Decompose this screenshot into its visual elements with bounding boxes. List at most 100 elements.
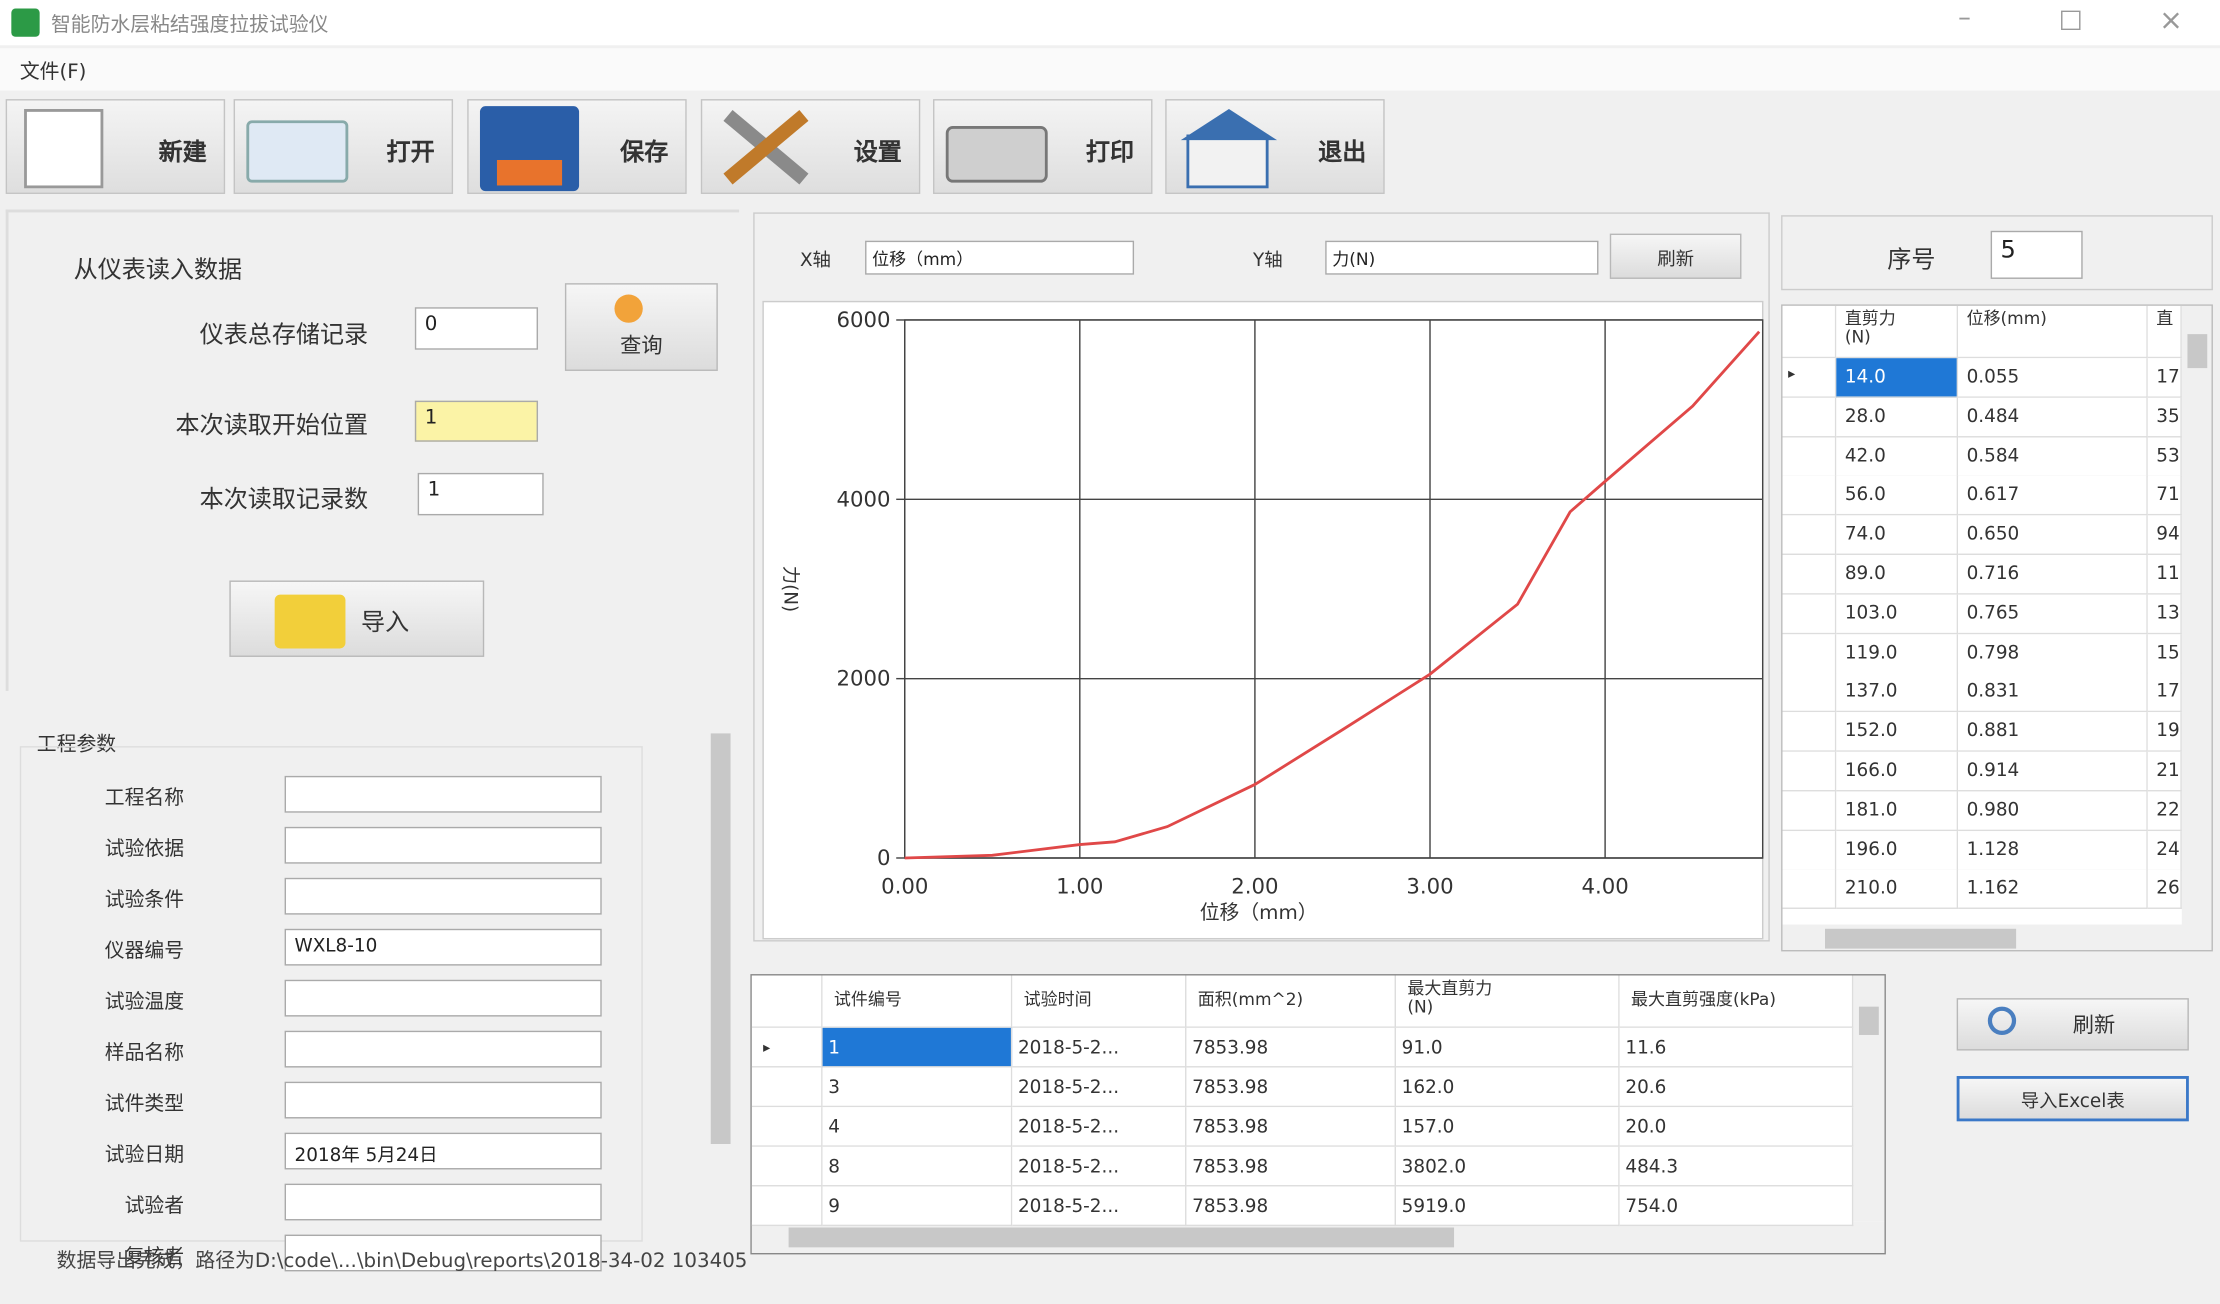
- row-header: [1782, 594, 1837, 634]
- table-cell: 56.0: [1836, 476, 1959, 516]
- x-axis-label: X轴: [799, 250, 831, 272]
- import-button[interactable]: 导入: [229, 580, 485, 657]
- row-header: [1782, 555, 1837, 595]
- column-header: 最大直剪强度(kPa): [1619, 975, 1854, 1028]
- table-cell: 152.0: [1836, 712, 1959, 753]
- y-select[interactable]: 力(N): [1325, 240, 1599, 275]
- scroll-thumb[interactable]: [1858, 1006, 1879, 1035]
- button-label: 导入Excel表: [2020, 1090, 2125, 1113]
- icon: [274, 594, 346, 649]
- table-cell: 0.765: [1958, 594, 2148, 634]
- maximize[interactable]: □: [2058, 4, 2083, 34]
- table-cell: 14.0: [1836, 358, 1959, 398]
- button-label: 新建: [158, 138, 207, 168]
- table-cell: 3: [822, 1067, 1013, 1108]
- table-cell: 210.0: [1836, 869, 1959, 910]
- field-label: 试验条件: [104, 889, 185, 912]
- field-label: 本次读取开始位置: [175, 412, 369, 441]
- toolbar-button[interactable]: 新建: [5, 99, 226, 194]
- button-label: 退出: [1318, 138, 1367, 168]
- menu-item[interactable]: 文件(F): [19, 60, 87, 84]
- field-label: 试件类型: [104, 1093, 185, 1116]
- text-input[interactable]: [284, 1183, 602, 1221]
- x-tick-label: 4.00: [1581, 874, 1628, 899]
- scrollbar[interactable]: [1853, 975, 1885, 1222]
- scrollbar[interactable]: [2181, 305, 2212, 925]
- icon: [945, 126, 1048, 183]
- scroll-thumb[interactable]: [1824, 928, 2017, 949]
- text-input[interactable]: 1: [414, 400, 539, 442]
- text-input[interactable]: [284, 1030, 602, 1068]
- row-header: [1782, 751, 1837, 792]
- table-cell: 2018-5-2...: [1012, 1067, 1187, 1108]
- scrollbar[interactable]: [751, 1221, 1885, 1254]
- toolbar-button[interactable]: 设置: [700, 99, 921, 194]
- button-label: 刷新: [2072, 1012, 2116, 1038]
- x-axis-title: 位移（mm）: [1200, 901, 1318, 924]
- text-input[interactable]: [284, 979, 602, 1017]
- row-header: [751, 1186, 823, 1227]
- table-cell: 119.0: [1836, 633, 1959, 674]
- field-label: 复核者: [124, 1245, 185, 1269]
- icon: [479, 106, 580, 192]
- row-header: [751, 975, 823, 1028]
- scroll-thumb[interactable]: [2187, 334, 2208, 369]
- table-cell: 94: [2147, 515, 2182, 556]
- table-cell: 2018-5-2...: [1012, 1027, 1187, 1068]
- text-input[interactable]: WXL8-10: [284, 928, 602, 966]
- toolbar-button[interactable]: 保存: [467, 99, 687, 194]
- table-cell: 17: [2147, 673, 2182, 713]
- table-cell: 89.0: [1836, 555, 1959, 595]
- table-cell: 137.0: [1836, 673, 1959, 713]
- spin-input[interactable]: 1: [417, 472, 544, 516]
- toolbar-button[interactable]: 退出: [1165, 99, 1385, 194]
- query-button[interactable]: 查询: [564, 283, 718, 371]
- minimize[interactable]: –: [1958, 2, 1971, 33]
- text-input[interactable]: 2018年 5月24日: [284, 1132, 602, 1170]
- column-header: 试件编号: [822, 975, 1013, 1028]
- toolbar-button[interactable]: 打开: [233, 99, 454, 194]
- text-input[interactable]: 0: [414, 307, 539, 350]
- text-input[interactable]: [284, 1234, 602, 1272]
- table-cell: 754.0: [1619, 1186, 1854, 1227]
- y-axis-title: 力(N): [779, 566, 800, 612]
- scroll-thumb[interactable]: [788, 1227, 1455, 1248]
- table-cell: 5919.0: [1395, 1186, 1620, 1227]
- row-header: [1782, 712, 1837, 753]
- row-header: [751, 1067, 823, 1108]
- button-label: 设置: [853, 138, 902, 168]
- table-cell: 71: [2147, 476, 2182, 516]
- scrollbar[interactable]: [1782, 924, 2212, 951]
- text-input[interactable]: [284, 826, 602, 864]
- table-cell: 0.914: [1958, 751, 2148, 792]
- export-button[interactable]: 导入Excel表: [1956, 1076, 2189, 1122]
- row-header: [1782, 476, 1837, 516]
- x-select[interactable]: 位移（mm）: [865, 240, 1135, 275]
- table-cell: 2018-5-2...: [1012, 1146, 1187, 1187]
- table-cell: 7853.98: [1186, 1067, 1396, 1108]
- field-label: 样品名称: [104, 1042, 185, 1065]
- project-panel: 工程参数 工程名称 试验依据 试验条件 仪器编号 WXL8-10 试验温度 样品名称 试件类型…: [6, 701, 708, 1272]
- read-panel: 从仪表读入数据 仪表总存储记录 0 本次读取开始位置 1 本次读取记录数 1 查…: [5, 209, 740, 691]
- table-cell: 157.0: [1395, 1107, 1620, 1147]
- table-cell: 35: [2147, 397, 2182, 438]
- column-header: 最大直剪力 (N): [1395, 975, 1620, 1028]
- spin-input[interactable]: 5: [1990, 230, 2083, 279]
- table-cell: 74.0: [1836, 515, 1959, 556]
- icon-part: [496, 159, 563, 186]
- scroll-thumb[interactable]: [710, 733, 731, 1144]
- table-cell: 3802.0: [1395, 1146, 1620, 1187]
- scrollbar[interactable]: [705, 707, 737, 1246]
- field-label: 仪器编号: [104, 940, 185, 963]
- field-label: 试验日期: [104, 1143, 185, 1167]
- chart-panel: X轴 位移（mm） Y轴 力(N) 刷新 位移（mm） 力(N) 0 2000 40…: [753, 212, 1770, 942]
- group-heading: 工程参数: [36, 733, 117, 757]
- text-input[interactable]: [284, 1081, 602, 1119]
- button-label: 保存: [620, 138, 669, 168]
- text-input[interactable]: [284, 775, 602, 813]
- toolbar-button[interactable]: 打印: [933, 99, 1153, 194]
- refresh-button[interactable]: 刷新: [1609, 233, 1742, 279]
- icon: [1987, 1006, 2017, 1035]
- close[interactable]: ×: [2159, 2, 2183, 37]
- text-input[interactable]: [284, 877, 602, 915]
